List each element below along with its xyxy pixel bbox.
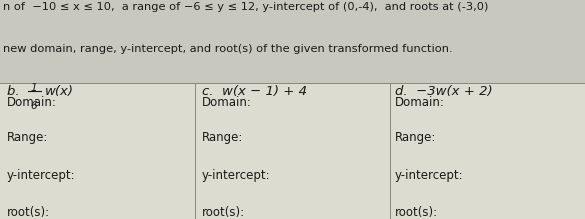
Text: Domain:: Domain:: [395, 96, 445, 109]
Text: y-intercept:: y-intercept:: [7, 169, 75, 182]
Text: b.: b.: [7, 85, 24, 98]
Text: d.  −3w(x + 2): d. −3w(x + 2): [395, 85, 493, 98]
Text: y-intercept:: y-intercept:: [202, 169, 270, 182]
Text: Range:: Range:: [202, 131, 243, 144]
Text: root(s):: root(s):: [202, 206, 245, 219]
Text: y-intercept:: y-intercept:: [395, 169, 463, 182]
Text: Range:: Range:: [7, 131, 49, 144]
Text: w(x): w(x): [45, 85, 74, 98]
Text: Range:: Range:: [395, 131, 436, 144]
Text: root(s):: root(s):: [395, 206, 438, 219]
Text: n of  −10 ≤ x ≤ 10,  a range of −6 ≤ y ≤ 12, y-intercept of (0,-4),  and roots a: n of −10 ≤ x ≤ 10, a range of −6 ≤ y ≤ 1…: [3, 2, 488, 12]
Text: Domain:: Domain:: [7, 96, 57, 109]
Text: 6: 6: [30, 101, 37, 111]
Text: 1: 1: [30, 83, 37, 93]
Text: root(s):: root(s):: [7, 206, 50, 219]
Text: c.  w(x − 1) + 4: c. w(x − 1) + 4: [202, 85, 307, 98]
Bar: [0, 83, 585, 219]
Text: new domain, range, y-intercept, and root(s) of the given transformed function.: new domain, range, y-intercept, and root…: [3, 44, 453, 54]
Text: Domain:: Domain:: [202, 96, 252, 109]
